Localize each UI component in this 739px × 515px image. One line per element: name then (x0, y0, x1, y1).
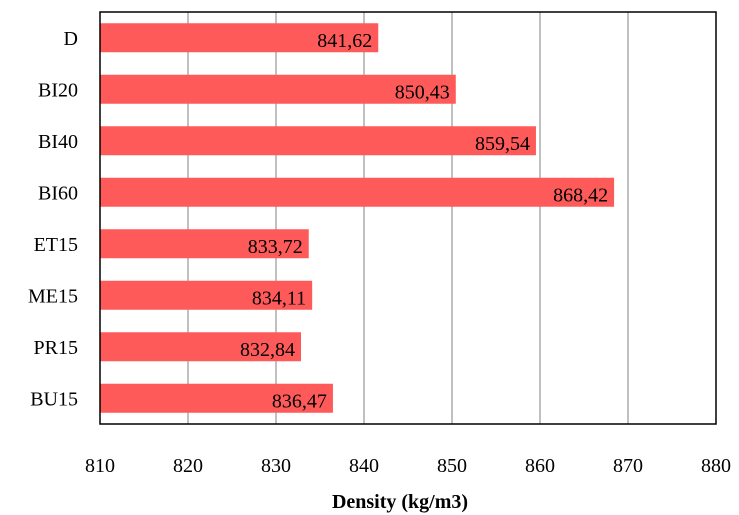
bar-bi40 (100, 126, 536, 156)
category-label-pr15: PR15 (34, 337, 78, 359)
x-tick-label-850: 850 (437, 455, 467, 477)
x-tick-labels: 810 820 830 840 850 860 870 880 (85, 455, 731, 477)
category-labels: D BI20 BI40 BI60 ET15 ME15 PR15 BU15 (28, 28, 78, 411)
category-label-et15: ET15 (34, 234, 78, 256)
data-label-bi40: 859,54 (475, 133, 530, 155)
plot-frame (99, 11, 717, 425)
data-label-bi60: 868,42 (553, 184, 608, 206)
bar-d (100, 23, 379, 53)
category-label-bi40: BI40 (38, 131, 78, 153)
data-label-pr15: 832,84 (240, 339, 295, 361)
bar-bi60 (100, 177, 615, 207)
x-tick-label-880: 880 (701, 455, 731, 477)
category-label-bi20: BI20 (38, 79, 78, 101)
x-axis-title: Density (kg/m3) (332, 491, 468, 513)
x-tick-label-820: 820 (173, 455, 203, 477)
bar-et15 (100, 229, 309, 259)
bar-bi20 (100, 74, 456, 104)
bars (100, 23, 615, 413)
category-label-bu15: BU15 (30, 388, 78, 410)
category-label-bi60: BI60 (38, 182, 78, 204)
data-labels: 841,62 850,43 859,54 868,42 833,72 834,11 832,… (240, 30, 608, 413)
x-tick-label-840: 840 (349, 455, 379, 477)
bar-pr15 (100, 332, 301, 362)
data-label-bu15: 836,47 (272, 390, 327, 412)
bar-bu15 (100, 383, 333, 413)
x-tick-label-860: 860 (525, 455, 555, 477)
bar-me15 (100, 280, 313, 310)
data-label-et15: 833,72 (248, 236, 303, 258)
category-label-d: D (64, 28, 78, 50)
data-label-bi20: 850,43 (395, 81, 450, 103)
gridlines (187, 12, 629, 424)
x-tick-label-830: 830 (261, 455, 291, 477)
data-label-d: 841,62 (317, 30, 372, 52)
x-tick-label-870: 870 (613, 455, 643, 477)
data-label-me15: 834,11 (252, 287, 306, 309)
x-tick-label-810: 810 (85, 455, 115, 477)
category-label-me15: ME15 (28, 285, 78, 307)
